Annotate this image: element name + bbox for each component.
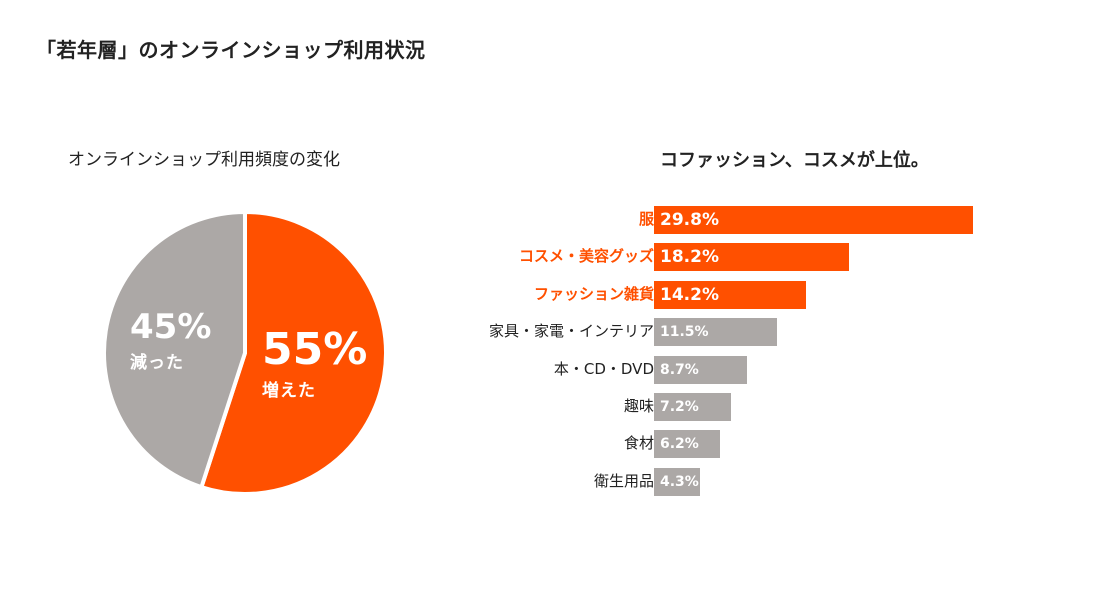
bar bbox=[654, 281, 806, 309]
bar-row: 服 29.8% bbox=[420, 204, 1040, 234]
bar-value-label: 18.2% bbox=[660, 247, 719, 267]
pie-slice-decreased bbox=[102, 210, 247, 490]
pie-caption-decreased: 減った bbox=[130, 353, 184, 373]
bar bbox=[654, 206, 973, 234]
bar-row: 家具・家電・インテリア 11.5% bbox=[420, 316, 1040, 346]
bar-category-label: コスメ・美容グッズ bbox=[518, 247, 654, 265]
bar-value-label: 11.5% bbox=[660, 324, 709, 340]
bar-category-label: 本・CD・DVD bbox=[553, 360, 654, 378]
bar bbox=[654, 356, 747, 384]
pie-slice-increased bbox=[199, 210, 388, 496]
bar bbox=[654, 468, 700, 496]
bar-category-label: 趣味 bbox=[623, 397, 654, 415]
bar-category-label: 服 bbox=[638, 210, 654, 228]
bar-row: 本・CD・DVD 8.7% bbox=[420, 354, 1040, 384]
bar-row: コスメ・美容グッズ 18.2% bbox=[420, 241, 1040, 271]
bar-category-label: ファッション雑貨 bbox=[533, 285, 654, 303]
pie-label-increased: 55% 増えた bbox=[262, 324, 368, 402]
bar bbox=[654, 243, 849, 271]
pie-percent-increased: 55% bbox=[262, 324, 368, 375]
bar bbox=[654, 318, 777, 346]
bar-value-label: 7.2% bbox=[660, 399, 699, 415]
pie-chart-title: オンラインショップ利用頻度の変化 bbox=[68, 150, 340, 170]
bar-value-label: 6.2% bbox=[660, 436, 699, 452]
pie-chart bbox=[102, 210, 388, 496]
bar-row: 衛生用品 4.3% bbox=[420, 466, 1040, 496]
pie-caption-increased: 増えた bbox=[262, 381, 316, 401]
bar bbox=[654, 393, 731, 421]
bar-chart-headline: コファッション、コスメが上位。 bbox=[660, 150, 929, 171]
bar-row: 趣味 7.2% bbox=[420, 391, 1040, 421]
page-title: 「若年層」のオンラインショップ利用状況 bbox=[36, 38, 426, 62]
pie-percent-decreased: 45% bbox=[130, 307, 212, 347]
bar-row: ファッション雑貨 14.2% bbox=[420, 279, 1040, 309]
bar-category-label: 食材 bbox=[623, 434, 654, 452]
bar-row: 食材 6.2% bbox=[420, 428, 1040, 458]
bar-value-label: 14.2% bbox=[660, 285, 719, 305]
pie-label-decreased: 45% 減った bbox=[130, 310, 211, 373]
bar-category-label: 衛生用品 bbox=[593, 472, 654, 490]
bar bbox=[654, 430, 720, 458]
bar-chart: 服 29.8% コスメ・美容グッズ 18.2% ファッション雑貨 14.2% 家具・家電・イ… bbox=[420, 204, 1040, 504]
bar-value-label: 4.3% bbox=[660, 474, 699, 490]
bar-value-label: 29.8% bbox=[660, 210, 719, 230]
bar-value-label: 8.7% bbox=[660, 362, 699, 378]
bar-category-label: 家具・家電・インテリア bbox=[488, 322, 654, 340]
